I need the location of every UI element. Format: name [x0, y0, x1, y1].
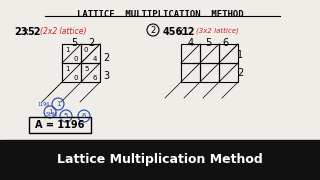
Text: (3x2 lattice): (3x2 lattice) [196, 27, 239, 34]
Text: 0: 0 [74, 56, 78, 62]
Text: 5: 5 [205, 38, 211, 48]
Text: 5: 5 [71, 38, 77, 48]
Bar [0, 140, 320, 180]
Text: A = 1196: A = 1196 [35, 120, 85, 130]
Text: Lattice Multiplication Method: Lattice Multiplication Method [57, 154, 263, 166]
Text: x: x [178, 27, 184, 37]
Text: 0: 0 [84, 47, 89, 53]
Text: 6: 6 [82, 113, 86, 119]
Bar [219, 63, 238, 82]
Text: 1: 1 [65, 66, 69, 72]
Bar [181, 63, 200, 82]
Text: 0: 0 [74, 75, 78, 81]
Bar [81, 63, 100, 82]
Text: (2x2 lattice): (2x2 lattice) [40, 27, 86, 36]
Text: 1: 1 [237, 50, 243, 60]
Bar [181, 44, 200, 63]
Text: 1196: 1196 [38, 102, 50, 107]
Text: 5: 5 [84, 66, 88, 72]
Text: 456: 456 [163, 27, 183, 37]
Text: 6: 6 [222, 38, 228, 48]
Text: 1: 1 [56, 101, 60, 107]
Text: 5: 5 [64, 113, 68, 119]
Text: 2: 2 [150, 26, 156, 35]
Text: 2: 2 [237, 68, 243, 78]
Text: 1: 1 [48, 109, 52, 115]
Text: 4: 4 [188, 38, 194, 48]
Text: LATTICE  MULTIPLICATION  METHOD: LATTICE MULTIPLICATION METHOD [77, 10, 243, 19]
Text: 3: 3 [103, 71, 109, 81]
Bar [200, 63, 219, 82]
Bar [81, 44, 100, 63]
Text: 2: 2 [103, 53, 109, 63]
Text: 12: 12 [182, 27, 196, 37]
Bar [219, 44, 238, 63]
Text: 2: 2 [88, 38, 94, 48]
Bar [62, 63, 81, 82]
Text: x: x [23, 27, 29, 37]
Text: 5196: 5196 [46, 111, 58, 116]
Text: 52: 52 [27, 27, 41, 37]
Text: 6: 6 [92, 75, 97, 81]
Bar [200, 44, 219, 63]
Text: 23: 23 [14, 27, 28, 37]
Text: 1: 1 [65, 47, 69, 53]
Bar [62, 44, 81, 63]
Text: 4: 4 [92, 56, 97, 62]
